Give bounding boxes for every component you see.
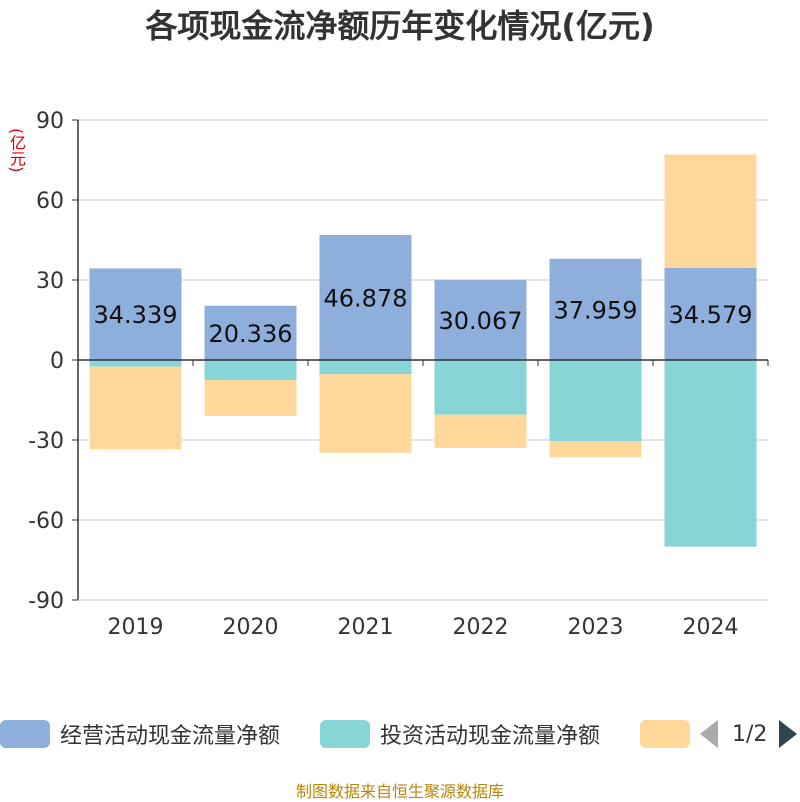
bar-financing-2021: [319, 374, 412, 453]
legend-pager: 1/2: [700, 718, 798, 750]
legend-prev-icon[interactable]: [700, 720, 718, 748]
bar-investing-2024: [664, 360, 757, 547]
legend-label-operating: 经营活动现金流量净额: [60, 724, 281, 749]
bar-investing-2020: [204, 360, 297, 380]
x-tick-label: 2024: [683, 615, 739, 640]
bar-operating-2021: [319, 234, 412, 360]
bar-investing-2019: [89, 360, 182, 367]
bar-operating-2020: [204, 305, 297, 360]
data-label: 20.336: [209, 320, 293, 348]
bar-operating-2019: [89, 268, 182, 360]
y-axis-unit-label: (亿元): [7, 127, 26, 173]
legend-item-investing[interactable]: 投资活动现金流量净额: [320, 718, 600, 750]
bar-financing-2022: [434, 414, 527, 448]
x-tick-label: 2023: [568, 615, 624, 640]
x-tick-label: 2019: [108, 615, 164, 640]
bar-investing-2021: [319, 360, 412, 375]
data-label: 46.878: [324, 284, 408, 312]
bar-operating-2022: [434, 279, 527, 360]
legend-item-financing[interactable]: [640, 718, 700, 750]
legend-swatch-investing: [320, 720, 370, 748]
bar-financing-2020: [204, 380, 297, 416]
legend-swatch-operating: [0, 720, 50, 748]
legend-next-icon[interactable]: [779, 720, 798, 748]
bar-financing-2019: [89, 366, 182, 450]
bar-financing-2024: [664, 154, 757, 268]
y-tick-label: -90: [28, 589, 64, 614]
y-tick-label: 0: [50, 349, 64, 374]
y-tick-label: 60: [36, 189, 64, 214]
data-source-footer: 制图数据来自恒生聚源数据库: [295, 782, 504, 801]
legend-swatch-financing: [640, 720, 690, 748]
x-tick-label: 2021: [338, 615, 394, 640]
y-tick-label: -30: [28, 429, 64, 454]
bar-operating-2023: [549, 258, 642, 360]
x-tick-label: 2022: [453, 615, 509, 640]
bar-financing-2023: [549, 441, 642, 458]
x-tick-label: 2020: [223, 615, 279, 640]
bar-investing-2022: [434, 360, 527, 415]
data-label: 30.067: [439, 307, 523, 335]
bar-investing-2023: [549, 360, 642, 442]
bar-chart: 90 60 30 0 -30 -60 -90 2019 2020 2021 2022 2023 2024…: [28, 109, 769, 640]
data-label: 37.959: [554, 296, 638, 324]
y-tick-label: 30: [36, 269, 64, 294]
data-label: 34.339: [94, 301, 178, 329]
legend-item-operating[interactable]: 经营活动现金流量净额: [0, 718, 280, 750]
data-label: 34.579: [669, 301, 753, 329]
y-tick-label: 90: [36, 109, 64, 134]
legend-page-indicator: 1/2: [732, 721, 768, 747]
chart-title: 各项现金流净额历年变化情况(亿元): [145, 7, 655, 45]
y-tick-label: -60: [28, 509, 64, 534]
legend-label-investing: 投资活动现金流量净额: [380, 724, 601, 749]
bar-operating-2024: [664, 267, 757, 360]
legend: 经营活动现金流量净额 投资活动现金流量净额 1/2: [0, 714, 800, 754]
